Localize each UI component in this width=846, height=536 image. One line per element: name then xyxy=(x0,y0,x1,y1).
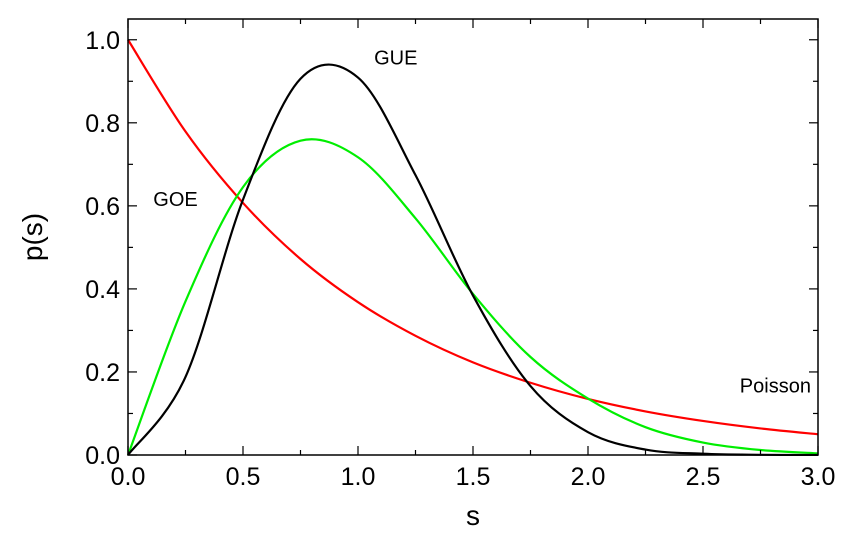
y-tick-label: 0.4 xyxy=(85,276,120,304)
annotation-poisson: Poisson xyxy=(740,376,811,398)
annotation-gue: GUE xyxy=(374,48,417,70)
series-line-goe xyxy=(126,138,819,456)
y-tick-label: 0.2 xyxy=(85,359,120,387)
x-tick-label: 2.5 xyxy=(686,463,721,491)
annotation-layer: GUE GOE Poisson xyxy=(153,48,811,398)
y-axis-label: p(s) xyxy=(17,213,48,261)
series-line-gue xyxy=(127,63,819,457)
series-line-poisson xyxy=(127,39,819,436)
y-tick-label: 1.0 xyxy=(85,27,120,55)
x-tick-label: 1.5 xyxy=(456,463,491,491)
x-tick-label: 2.0 xyxy=(571,463,606,491)
series-layer xyxy=(126,39,819,457)
x-tick-label: 1.0 xyxy=(341,463,376,491)
x-tick-label: 3.0 xyxy=(801,463,836,491)
y-tick-label: 0.8 xyxy=(85,110,120,138)
x-tick-label: 0.0 xyxy=(111,463,146,491)
plot-frame xyxy=(127,18,819,456)
x-axis-label: s xyxy=(466,500,480,531)
y-tick-label: 0.0 xyxy=(85,442,120,470)
tick-labels-layer: 0.0 0.5 1.0 1.5 2.0 2.5 3.0 0.0 0.2 0.4 0.6 0.8 1.0 xyxy=(85,27,835,491)
y-tick-label: 0.6 xyxy=(85,193,120,221)
x-tick-label: 0.5 xyxy=(226,463,261,491)
annotation-goe: GOE xyxy=(153,189,197,211)
